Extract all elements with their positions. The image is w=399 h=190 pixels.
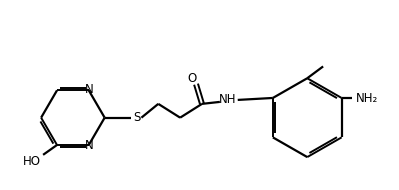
- Text: NH: NH: [219, 93, 237, 106]
- Text: HO: HO: [23, 155, 41, 168]
- Text: N: N: [85, 83, 93, 96]
- Text: N: N: [85, 139, 93, 152]
- Text: O: O: [188, 72, 197, 85]
- Text: S: S: [133, 111, 140, 124]
- Text: NH₂: NH₂: [356, 93, 379, 105]
